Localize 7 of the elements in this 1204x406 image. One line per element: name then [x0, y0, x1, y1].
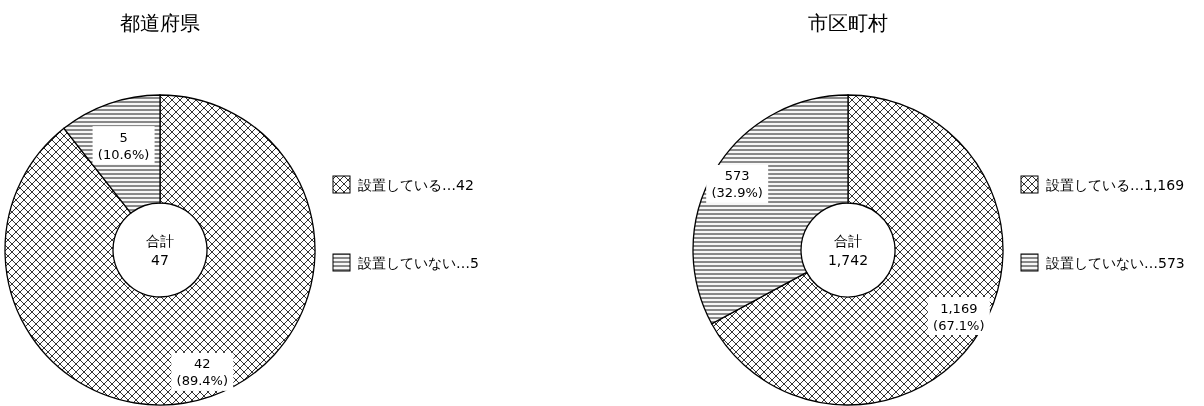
chart-title: 都道府県: [120, 11, 200, 35]
chart-title: 市区町村: [808, 11, 888, 35]
legend-label: 設置していない…573: [1046, 255, 1185, 271]
legend-label: 設置していない…5: [358, 255, 479, 271]
data-label: 1,169 (67.1%): [933, 300, 985, 333]
legend-label: 設置している…1,169: [1046, 177, 1185, 193]
legend-label: 設置している…42: [358, 177, 474, 193]
